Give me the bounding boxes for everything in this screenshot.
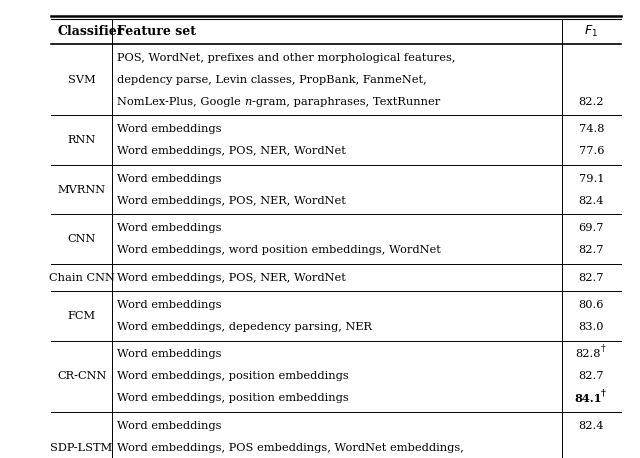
Text: Word embeddings, POS, NER, WordNet: Word embeddings, POS, NER, WordNet [117, 196, 346, 206]
Text: Word embeddings: Word embeddings [117, 300, 221, 310]
Text: $\mathit{F}_1$: $\mathit{F}_1$ [584, 24, 598, 39]
Text: Feature set: Feature set [117, 25, 196, 38]
Text: 82.4: 82.4 [579, 421, 604, 431]
Text: Chain CNN: Chain CNN [49, 273, 115, 283]
Text: 77.6: 77.6 [579, 146, 604, 156]
Text: 82.4: 82.4 [579, 196, 604, 206]
Text: depdency parse, Levin classes, PropBank, FanmeNet,: depdency parse, Levin classes, PropBank,… [117, 75, 427, 85]
Text: 74.8: 74.8 [579, 124, 604, 134]
Text: CNN: CNN [67, 234, 96, 244]
Text: Word embeddings: Word embeddings [117, 421, 221, 431]
Text: 83.0: 83.0 [579, 322, 604, 332]
Text: Word embeddings, depedency parsing, NER: Word embeddings, depedency parsing, NER [117, 322, 372, 332]
Text: 80.6: 80.6 [579, 300, 604, 310]
Text: 82.7: 82.7 [579, 371, 604, 382]
Text: 82.7: 82.7 [579, 273, 604, 283]
Text: Word embeddings: Word embeddings [117, 174, 221, 184]
Text: -gram, paraphrases, TextRunner: -gram, paraphrases, TextRunner [252, 97, 440, 107]
Text: SVM: SVM [68, 75, 95, 85]
Text: 82.8: 82.8 [575, 349, 601, 360]
Text: CR-CNN: CR-CNN [57, 371, 106, 382]
Text: Word embeddings: Word embeddings [117, 124, 221, 134]
Text: n: n [244, 97, 252, 107]
Text: MVRNN: MVRNN [58, 185, 106, 195]
Text: †: † [600, 344, 605, 354]
Text: Word embeddings, position embeddings: Word embeddings, position embeddings [117, 393, 349, 403]
Text: 84.1: 84.1 [574, 393, 602, 404]
Text: 82.7: 82.7 [579, 245, 604, 255]
Text: 69.7: 69.7 [579, 223, 604, 233]
Text: Classifier: Classifier [58, 25, 124, 38]
Text: POS, WordNet, prefixes and other morphological features,: POS, WordNet, prefixes and other morphol… [117, 53, 456, 63]
Text: 79.1: 79.1 [579, 174, 604, 184]
Text: Word embeddings, POS, NER, WordNet: Word embeddings, POS, NER, WordNet [117, 273, 346, 283]
Text: Word embeddings, POS embeddings, WordNet embeddings,: Word embeddings, POS embeddings, WordNet… [117, 443, 464, 453]
Text: Word embeddings, POS, NER, WordNet: Word embeddings, POS, NER, WordNet [117, 146, 346, 156]
Text: Word embeddings: Word embeddings [117, 349, 221, 360]
Text: NomLex-Plus, Google: NomLex-Plus, Google [117, 97, 244, 107]
Text: †: † [600, 388, 605, 398]
Text: Word embeddings: Word embeddings [117, 223, 221, 233]
Text: FCM: FCM [68, 311, 95, 321]
Text: 82.2: 82.2 [579, 97, 604, 107]
Text: Word embeddings, position embeddings: Word embeddings, position embeddings [117, 371, 349, 382]
Text: RNN: RNN [67, 135, 96, 145]
Text: SDP-LSTM: SDP-LSTM [51, 443, 113, 453]
Text: Word embeddings, word position embeddings, WordNet: Word embeddings, word position embedding… [117, 245, 441, 255]
